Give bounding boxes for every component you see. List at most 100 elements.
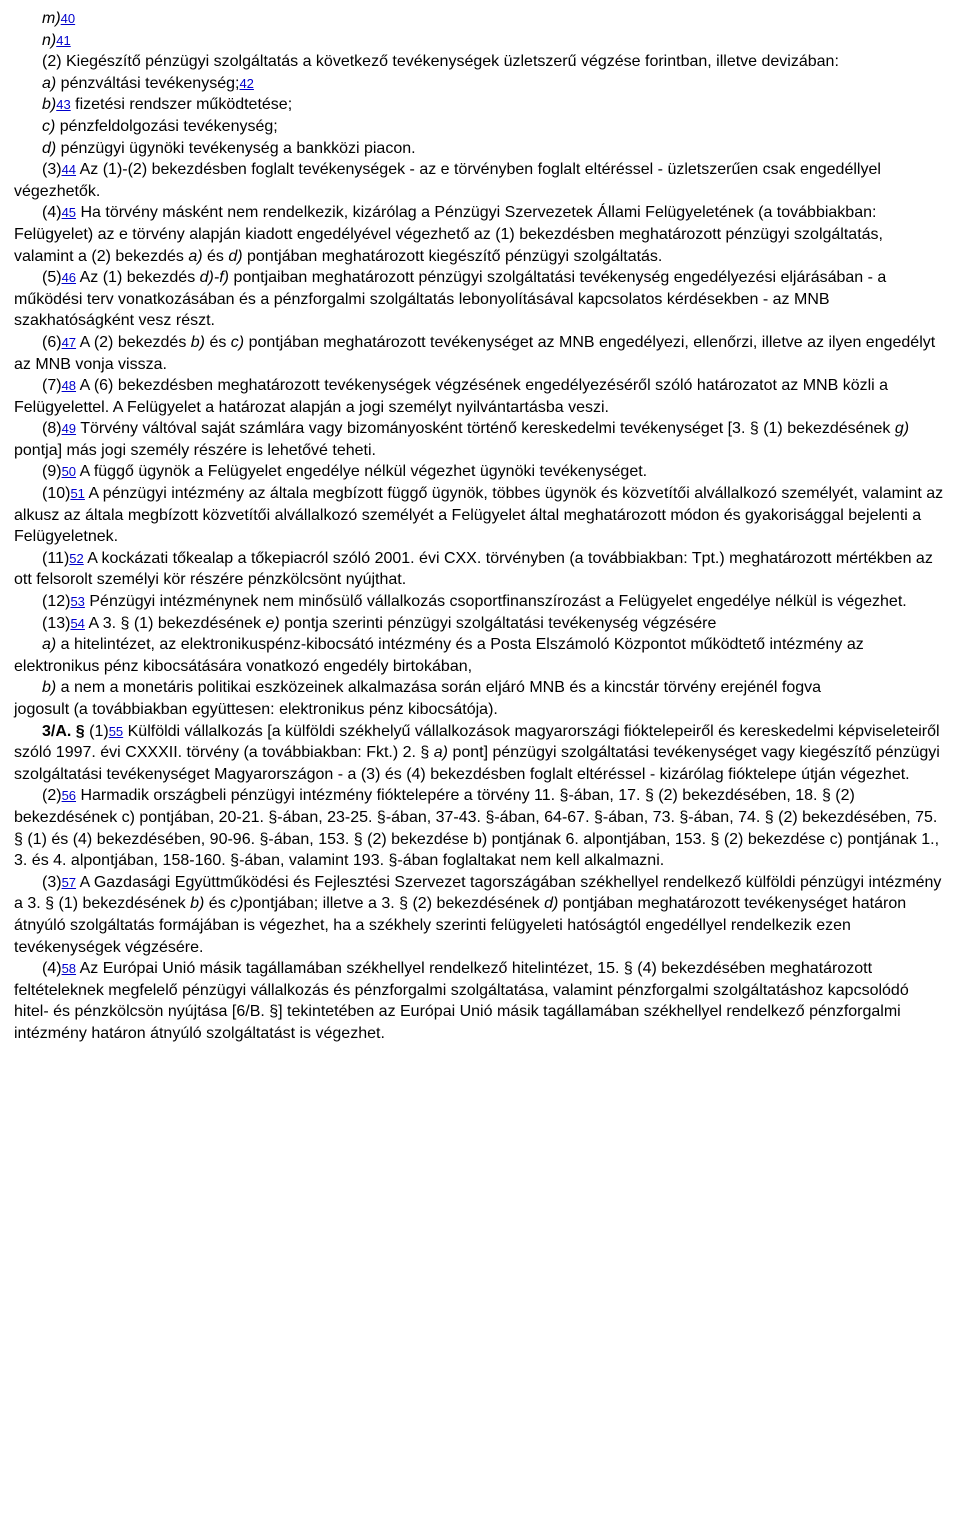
ref-letter: g) (895, 420, 909, 437)
para-text: Harmadik országbeli pénzügyi intézmény f… (14, 787, 939, 869)
para-number: (4) (42, 960, 62, 977)
list-text: pénzügyi ügynöki tevékenység a bankközi … (61, 140, 416, 157)
footnote-42[interactable]: 42 (239, 76, 253, 91)
para-number: (3) (42, 161, 62, 178)
footnote-41[interactable]: 41 (56, 33, 70, 48)
list-item-m: m)40 (14, 8, 946, 30)
para-number: (13) (42, 615, 70, 632)
footnote-53[interactable]: 53 (70, 594, 84, 609)
para-text: A (2) bekezdés (76, 334, 191, 351)
ref-letter: d) (228, 248, 247, 265)
para-text: Pénzügyi intézménynek nem minősülő válla… (85, 593, 907, 610)
paragraph-10: (10)51 A pénzügyi intézmény az általa me… (14, 483, 946, 548)
list-item-b2: b) a nem a monetáris politikai eszközein… (14, 677, 946, 699)
list-item-c: c) pénzfeldolgozási tevékenység; (14, 116, 946, 138)
list-letter: n) (42, 32, 56, 49)
para-number: (11) (42, 550, 69, 567)
paragraph-8: (8)49 Törvény váltóval saját számlára va… (14, 418, 946, 461)
footnote-58[interactable]: 58 (62, 961, 76, 976)
section-heading: 3/A. § (42, 723, 89, 740)
paragraph-6: (6)47 A (2) bekezdés b) és c) pontjában … (14, 332, 946, 375)
paragraph-4: (4)45 Ha törvény másként nem rendelkezik… (14, 202, 946, 267)
para-number: (4) (42, 204, 62, 221)
para-text: A (6) bekezdésben meghatározott tevékeny… (14, 377, 888, 416)
para-number: (2) (42, 787, 62, 804)
paragraph-3a-4: (4)58 Az Európai Unió másik tagállamában… (14, 958, 946, 1044)
list-item-a: a) pénzváltási tevékenység;42 (14, 73, 946, 95)
para-text: és (209, 895, 230, 912)
ref-letter: a) (434, 744, 453, 761)
ref-letter: d)-f) (200, 269, 234, 286)
paragraph-3a-2: (2)56 Harmadik országbeli pénzügyi intéz… (14, 785, 946, 871)
footnote-47[interactable]: 47 (62, 335, 76, 350)
ref-letter: a) (188, 248, 207, 265)
para-number: (6) (42, 334, 62, 351)
para-number: (1) (89, 723, 109, 740)
list-text: a hitelintézet, az elektronikuspénz-kibo… (14, 636, 864, 675)
para-number: (10) (42, 485, 70, 502)
ref-letter: c) (231, 334, 249, 351)
list-item-n: n)41 (14, 30, 946, 52)
list-item-d: d) pénzügyi ügynöki tevékenység a bankkö… (14, 138, 946, 160)
footnote-49[interactable]: 49 (62, 421, 76, 436)
list-text: pénzfeldolgozási tevékenység; (60, 118, 278, 135)
paragraph-close: jogosult (a továbbiakban együttesen: ele… (14, 699, 946, 721)
footnote-54[interactable]: 54 (70, 616, 84, 631)
list-letter: d) (42, 140, 61, 157)
paragraph-11: (11)52 A kockázati tőkealap a tőkepiacró… (14, 548, 946, 591)
list-letter: m) (42, 10, 61, 27)
paragraph-9: (9)50 A függő ügynök a Felügyelet engedé… (14, 461, 946, 483)
para-number: (3) (42, 874, 62, 891)
para-text: Törvény váltóval saját számlára vagy biz… (76, 420, 895, 437)
para-number: (9) (42, 463, 62, 480)
paragraph-3a-3: (3)57 A Gazdasági Együttműködési és Fejl… (14, 872, 946, 958)
paragraph-3: (3)44 Az (1)-(2) bekezdésben foglalt tev… (14, 159, 946, 202)
footnote-52[interactable]: 52 (69, 551, 83, 566)
footnote-46[interactable]: 46 (62, 270, 76, 285)
list-letter: c) (42, 118, 60, 135)
para-number: (7) (42, 377, 62, 394)
para-text: Az (1)-(2) bekezdésben foglalt tevékenys… (14, 161, 881, 200)
list-text: fizetési rendszer működtetése; (71, 96, 292, 113)
ref-letter: b) (190, 895, 209, 912)
para-text: Az Európai Unió másik tagállamában székh… (14, 960, 909, 1042)
para-text: A kockázati tőkealap a tőkepiacról szóló… (14, 550, 933, 589)
paragraph-5: (5)46 Az (1) bekezdés d)-f) pontjaiban m… (14, 267, 946, 332)
footnote-50[interactable]: 50 (62, 464, 76, 479)
list-text: pénzváltási tevékenység; (61, 75, 240, 92)
para-text: és (209, 334, 230, 351)
list-letter: b) (42, 96, 56, 113)
list-item-b: b)43 fizetési rendszer működtetése; (14, 94, 946, 116)
list-text: a nem a monetáris politikai eszközeinek … (61, 679, 821, 696)
paragraph-2-intro: (2) Kiegészítő pénzügyi szolgáltatás a k… (14, 51, 946, 73)
para-number: (8) (42, 420, 62, 437)
para-text: és (207, 248, 228, 265)
para-text: A függő ügynök a Felügyelet engedélye né… (76, 463, 647, 480)
ref-letter: d) (544, 895, 563, 912)
list-item-a2: a) a hitelintézet, az elektronikuspénz-k… (14, 634, 946, 677)
footnote-48[interactable]: 48 (62, 378, 76, 393)
para-number: (5) (42, 269, 62, 286)
ref-letter: e) (265, 615, 284, 632)
footnote-56[interactable]: 56 (62, 788, 76, 803)
footnote-57[interactable]: 57 (62, 875, 76, 890)
ref-letter: b) (191, 334, 210, 351)
footnote-51[interactable]: 51 (70, 486, 84, 501)
footnote-40[interactable]: 40 (61, 11, 75, 26)
para-text: Az (1) bekezdés (76, 269, 200, 286)
footnote-55[interactable]: 55 (109, 724, 123, 739)
list-letter: b) (42, 679, 61, 696)
footnote-45[interactable]: 45 (62, 205, 76, 220)
list-letter: a) (42, 636, 61, 653)
para-number: (12) (42, 593, 70, 610)
footnote-44[interactable]: 44 (62, 162, 76, 177)
section-3a: 3/A. § (1)55 Külföldi vállalkozás [a kül… (14, 721, 946, 786)
paragraph-12: (12)53 Pénzügyi intézménynek nem minősül… (14, 591, 946, 613)
footnote-43[interactable]: 43 (56, 97, 70, 112)
paragraph-13: (13)54 A 3. § (1) bekezdésének e) pontja… (14, 613, 946, 635)
para-text: pontja szerinti pénzügyi szolgáltatási t… (284, 615, 716, 632)
para-text: pontjában meghatározott kiegészítő pénzü… (247, 248, 662, 265)
para-text: pontjában; illetve a 3. § (2) bekezdésén… (243, 895, 544, 912)
para-text: A 3. § (1) bekezdésének (85, 615, 266, 632)
para-text: A pénzügyi intézmény az általa megbízott… (14, 485, 943, 545)
